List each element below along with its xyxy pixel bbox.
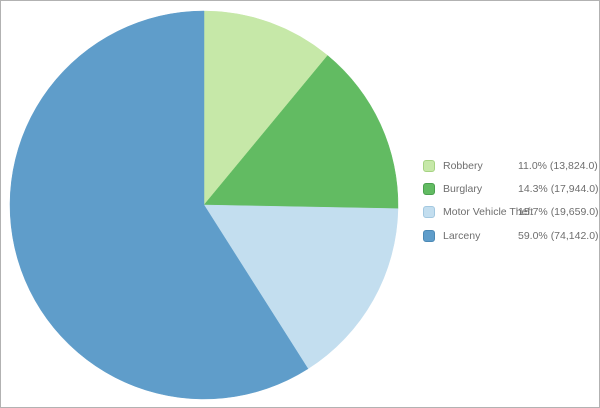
legend-value: 59.0% (74,142.0) (518, 229, 599, 242)
legend-label: Robbery (443, 159, 483, 172)
legend-item-larceny[interactable]: Larceny 59.0% (74,142.0) (423, 224, 599, 247)
legend-value: 11.0% (13,824.0) (518, 159, 598, 172)
legend-swatch-larceny (423, 229, 435, 242)
pie-slice-robbery[interactable] (203, 10, 329, 206)
legend-item-burglary[interactable]: Burglary 14.3% (17,944.0) (423, 177, 599, 200)
legend-swatch-motor-vehicle-theft (423, 206, 435, 219)
legend-label: Motor Vehicle Theft (443, 206, 534, 219)
legend-swatch-robbery (423, 159, 435, 172)
legend: Robbery 11.0% (13,824.0) Burglary 14.3% … (423, 154, 599, 248)
legend-label: Burglary (443, 183, 483, 196)
legend-item-motor-vehicle-theft[interactable]: Motor Vehicle Theft 15.7% (19,659.0) (423, 201, 599, 224)
pie-slice-larceny[interactable] (9, 10, 309, 400)
legend-value: 14.3% (17,944.0) (518, 183, 599, 196)
legend-item-robbery[interactable]: Robbery 11.0% (13,824.0) (423, 154, 599, 177)
pie-slice-motor-vehicle-theft[interactable] (203, 204, 399, 370)
legend-swatch-burglary (423, 183, 435, 196)
pie-slice-burglary[interactable] (203, 55, 399, 209)
legend-label: Larceny (443, 229, 481, 242)
legend-value: 15.7% (19,659.0) (518, 206, 599, 219)
